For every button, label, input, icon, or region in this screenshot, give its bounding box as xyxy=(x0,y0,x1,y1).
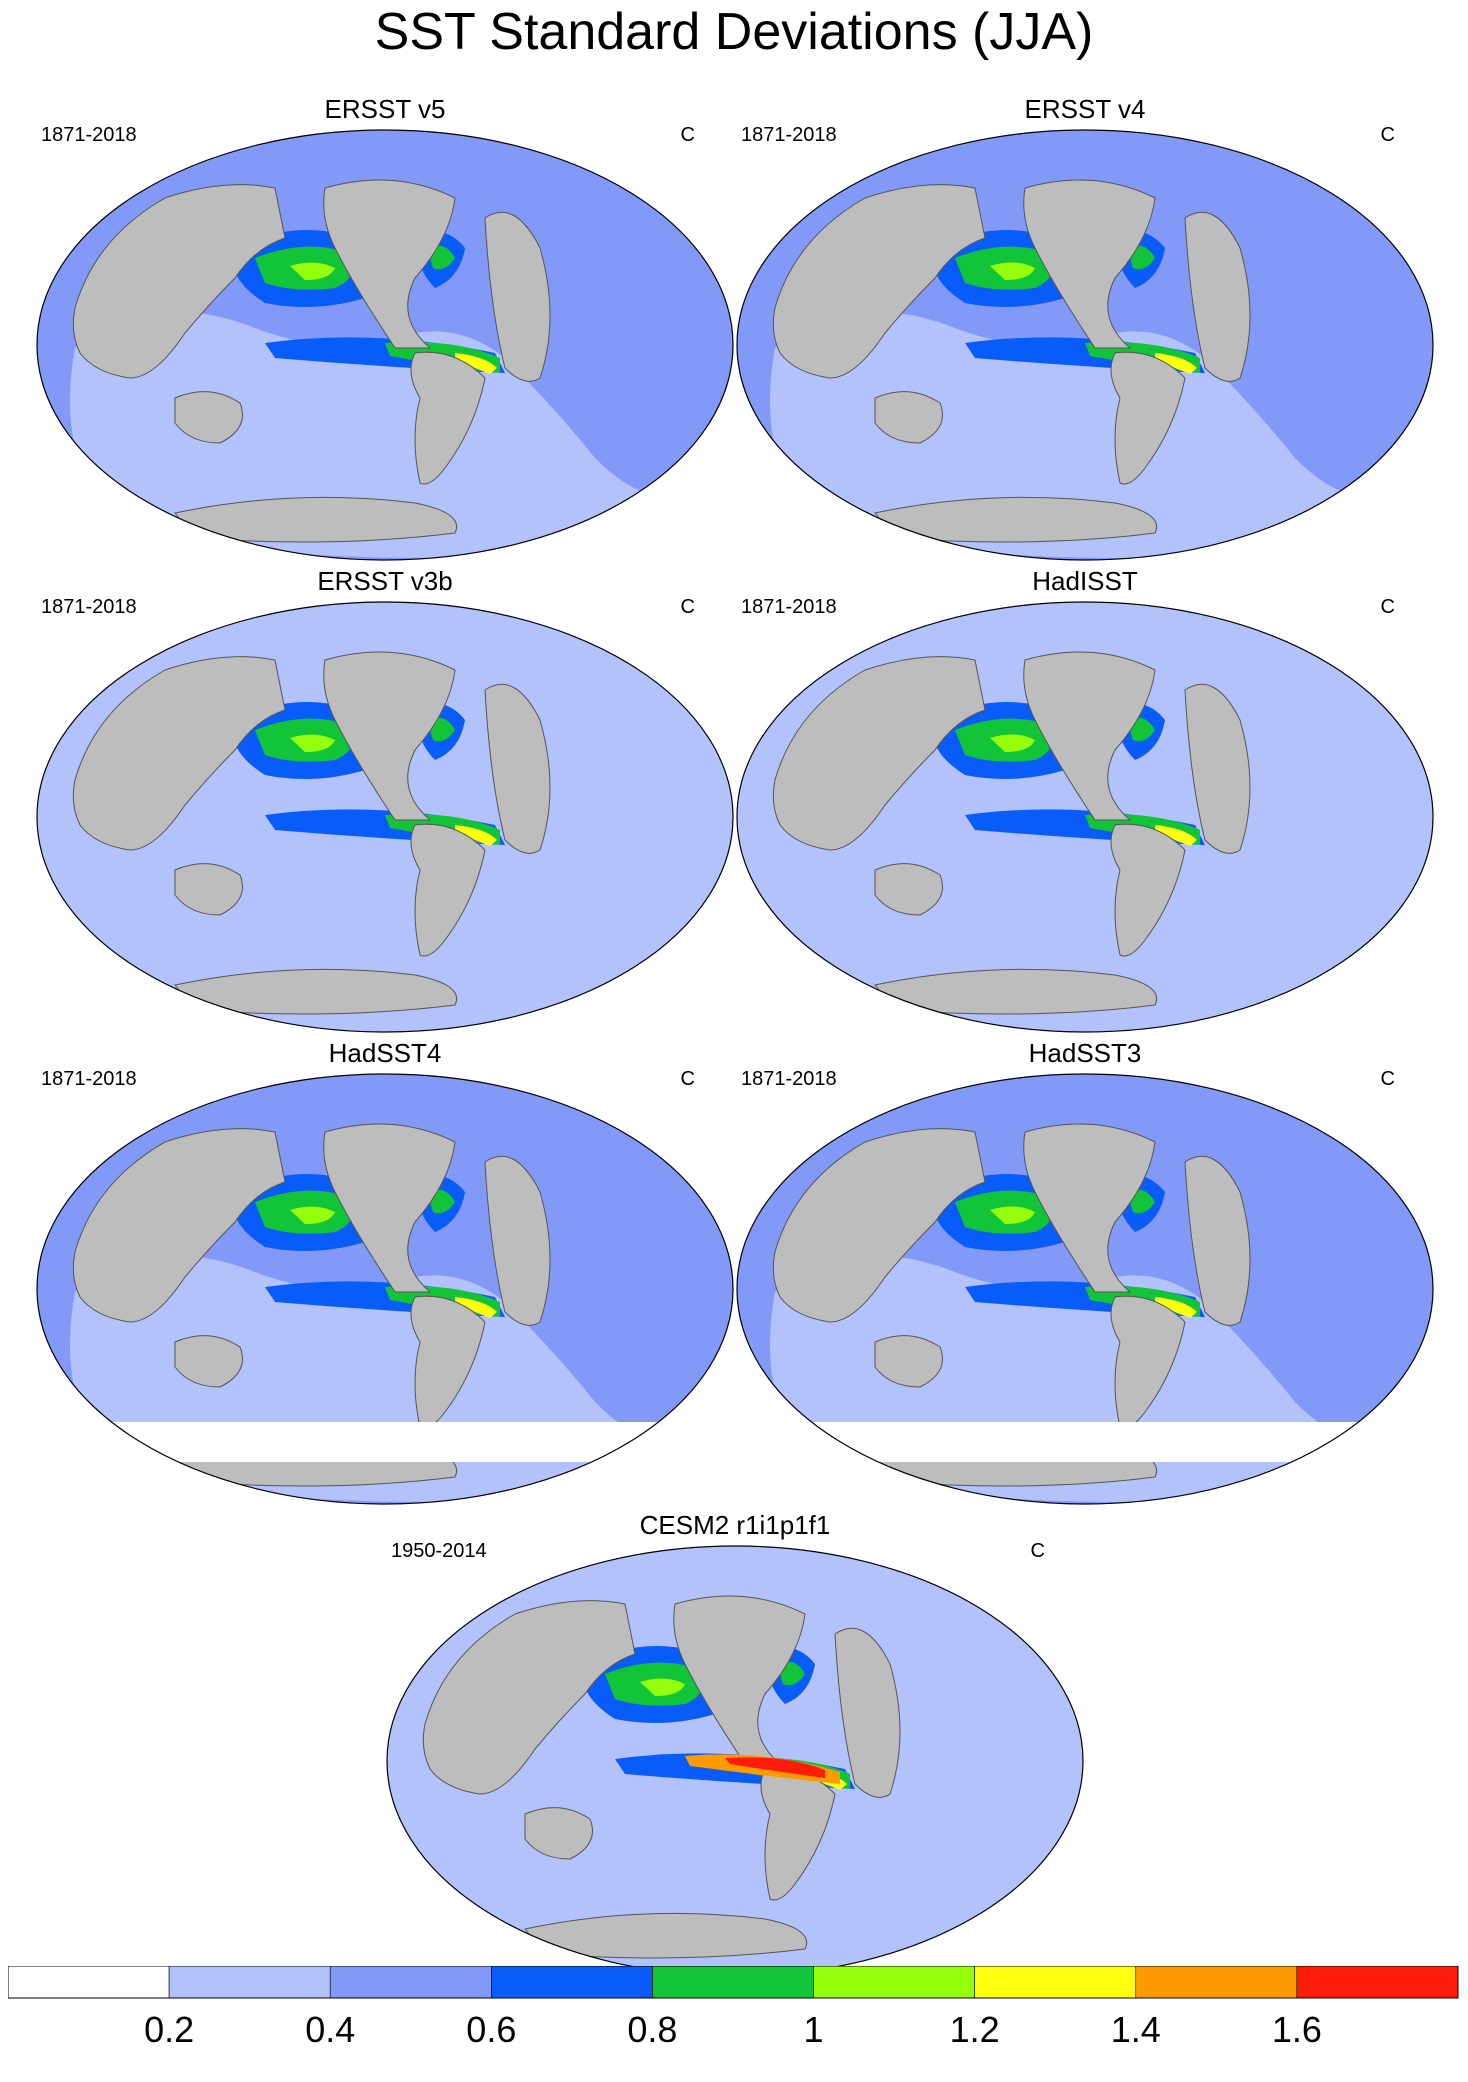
colorbar-box xyxy=(8,1966,170,1999)
units-label: C xyxy=(1380,124,1395,146)
panel-title: ERSST v5 xyxy=(324,94,446,124)
colorbar-box xyxy=(652,1966,814,1999)
period-label: 1871-2018 xyxy=(41,596,137,618)
units-label: C xyxy=(1030,1540,1045,1562)
period-label: 1871-2018 xyxy=(741,124,837,146)
panel-title: HadISST xyxy=(1032,566,1138,596)
world-map xyxy=(36,601,734,1033)
colorbar-label: 0.8 xyxy=(627,2009,677,2050)
panel-ersst-v4: ERSST v4 1871-2018 C xyxy=(735,94,1435,564)
colorbar-box xyxy=(491,1966,653,1999)
colorbar: 0.2 0.4 0.6 0.8 1 1.2 1.4 1.6 xyxy=(8,1966,1459,2050)
colorbar-box xyxy=(974,1966,1137,1999)
world-map xyxy=(386,1545,1084,1977)
period-label: 1871-2018 xyxy=(41,124,137,146)
colorbar-box xyxy=(1296,1966,1459,1999)
period-label: 1871-2018 xyxy=(41,1068,137,1090)
colorbar-label: 0.2 xyxy=(144,2009,194,2050)
panel-title: HadSST3 xyxy=(1028,1038,1142,1068)
panel-cesm2: CESM2 r1i1p1f1 1950-2014 C xyxy=(385,1510,1085,1980)
panel-hadsst3: HadSST3 1871-2018 C xyxy=(735,1038,1435,1508)
colorbar-label: 1.6 xyxy=(1272,2009,1322,2050)
colorbar-label: 1 xyxy=(804,2009,824,2050)
world-map xyxy=(736,1073,1434,1505)
world-map xyxy=(36,1073,734,1505)
period-label: 1871-2018 xyxy=(741,596,837,618)
panel-hadsst4: HadSST4 1871-2018 C xyxy=(35,1038,735,1508)
units-label: C xyxy=(680,596,695,618)
colorbar-label: 0.6 xyxy=(466,2009,516,2050)
panel-title: CESM2 r1i1p1f1 xyxy=(639,1510,831,1540)
figure-title: SST Standard Deviations (JJA) xyxy=(374,3,1094,61)
panel-title: ERSST v3b xyxy=(317,566,453,596)
period-label: 1871-2018 xyxy=(741,1068,837,1090)
period-label: 1950-2014 xyxy=(391,1540,487,1562)
colorbar-label: 0.4 xyxy=(305,2009,355,2050)
panel-hadisst: HadISST 1871-2018 C xyxy=(735,566,1435,1036)
panel-title: ERSST v4 xyxy=(1024,94,1146,124)
colorbar-label: 1.4 xyxy=(1111,2009,1161,2050)
panel-title: HadSST4 xyxy=(328,1038,442,1068)
colorbar-box xyxy=(813,1966,975,1999)
colorbar-box xyxy=(1135,1966,1298,1999)
panel-ersst-v5: ERSST v5 1871-2018 C xyxy=(35,94,735,564)
colorbar-box xyxy=(329,1966,492,1999)
units-label: C xyxy=(680,1068,695,1090)
units-label: C xyxy=(1380,1068,1395,1090)
world-map xyxy=(736,129,1434,561)
colorbar-label: 1.2 xyxy=(950,2009,1000,2050)
world-map xyxy=(36,129,734,561)
units-label: C xyxy=(680,124,695,146)
units-label: C xyxy=(1380,596,1395,618)
colorbar-box xyxy=(168,1966,331,1999)
panel-ersst-v3b: ERSST v3b 1871-2018 C xyxy=(35,566,735,1036)
world-map xyxy=(736,601,1434,1033)
